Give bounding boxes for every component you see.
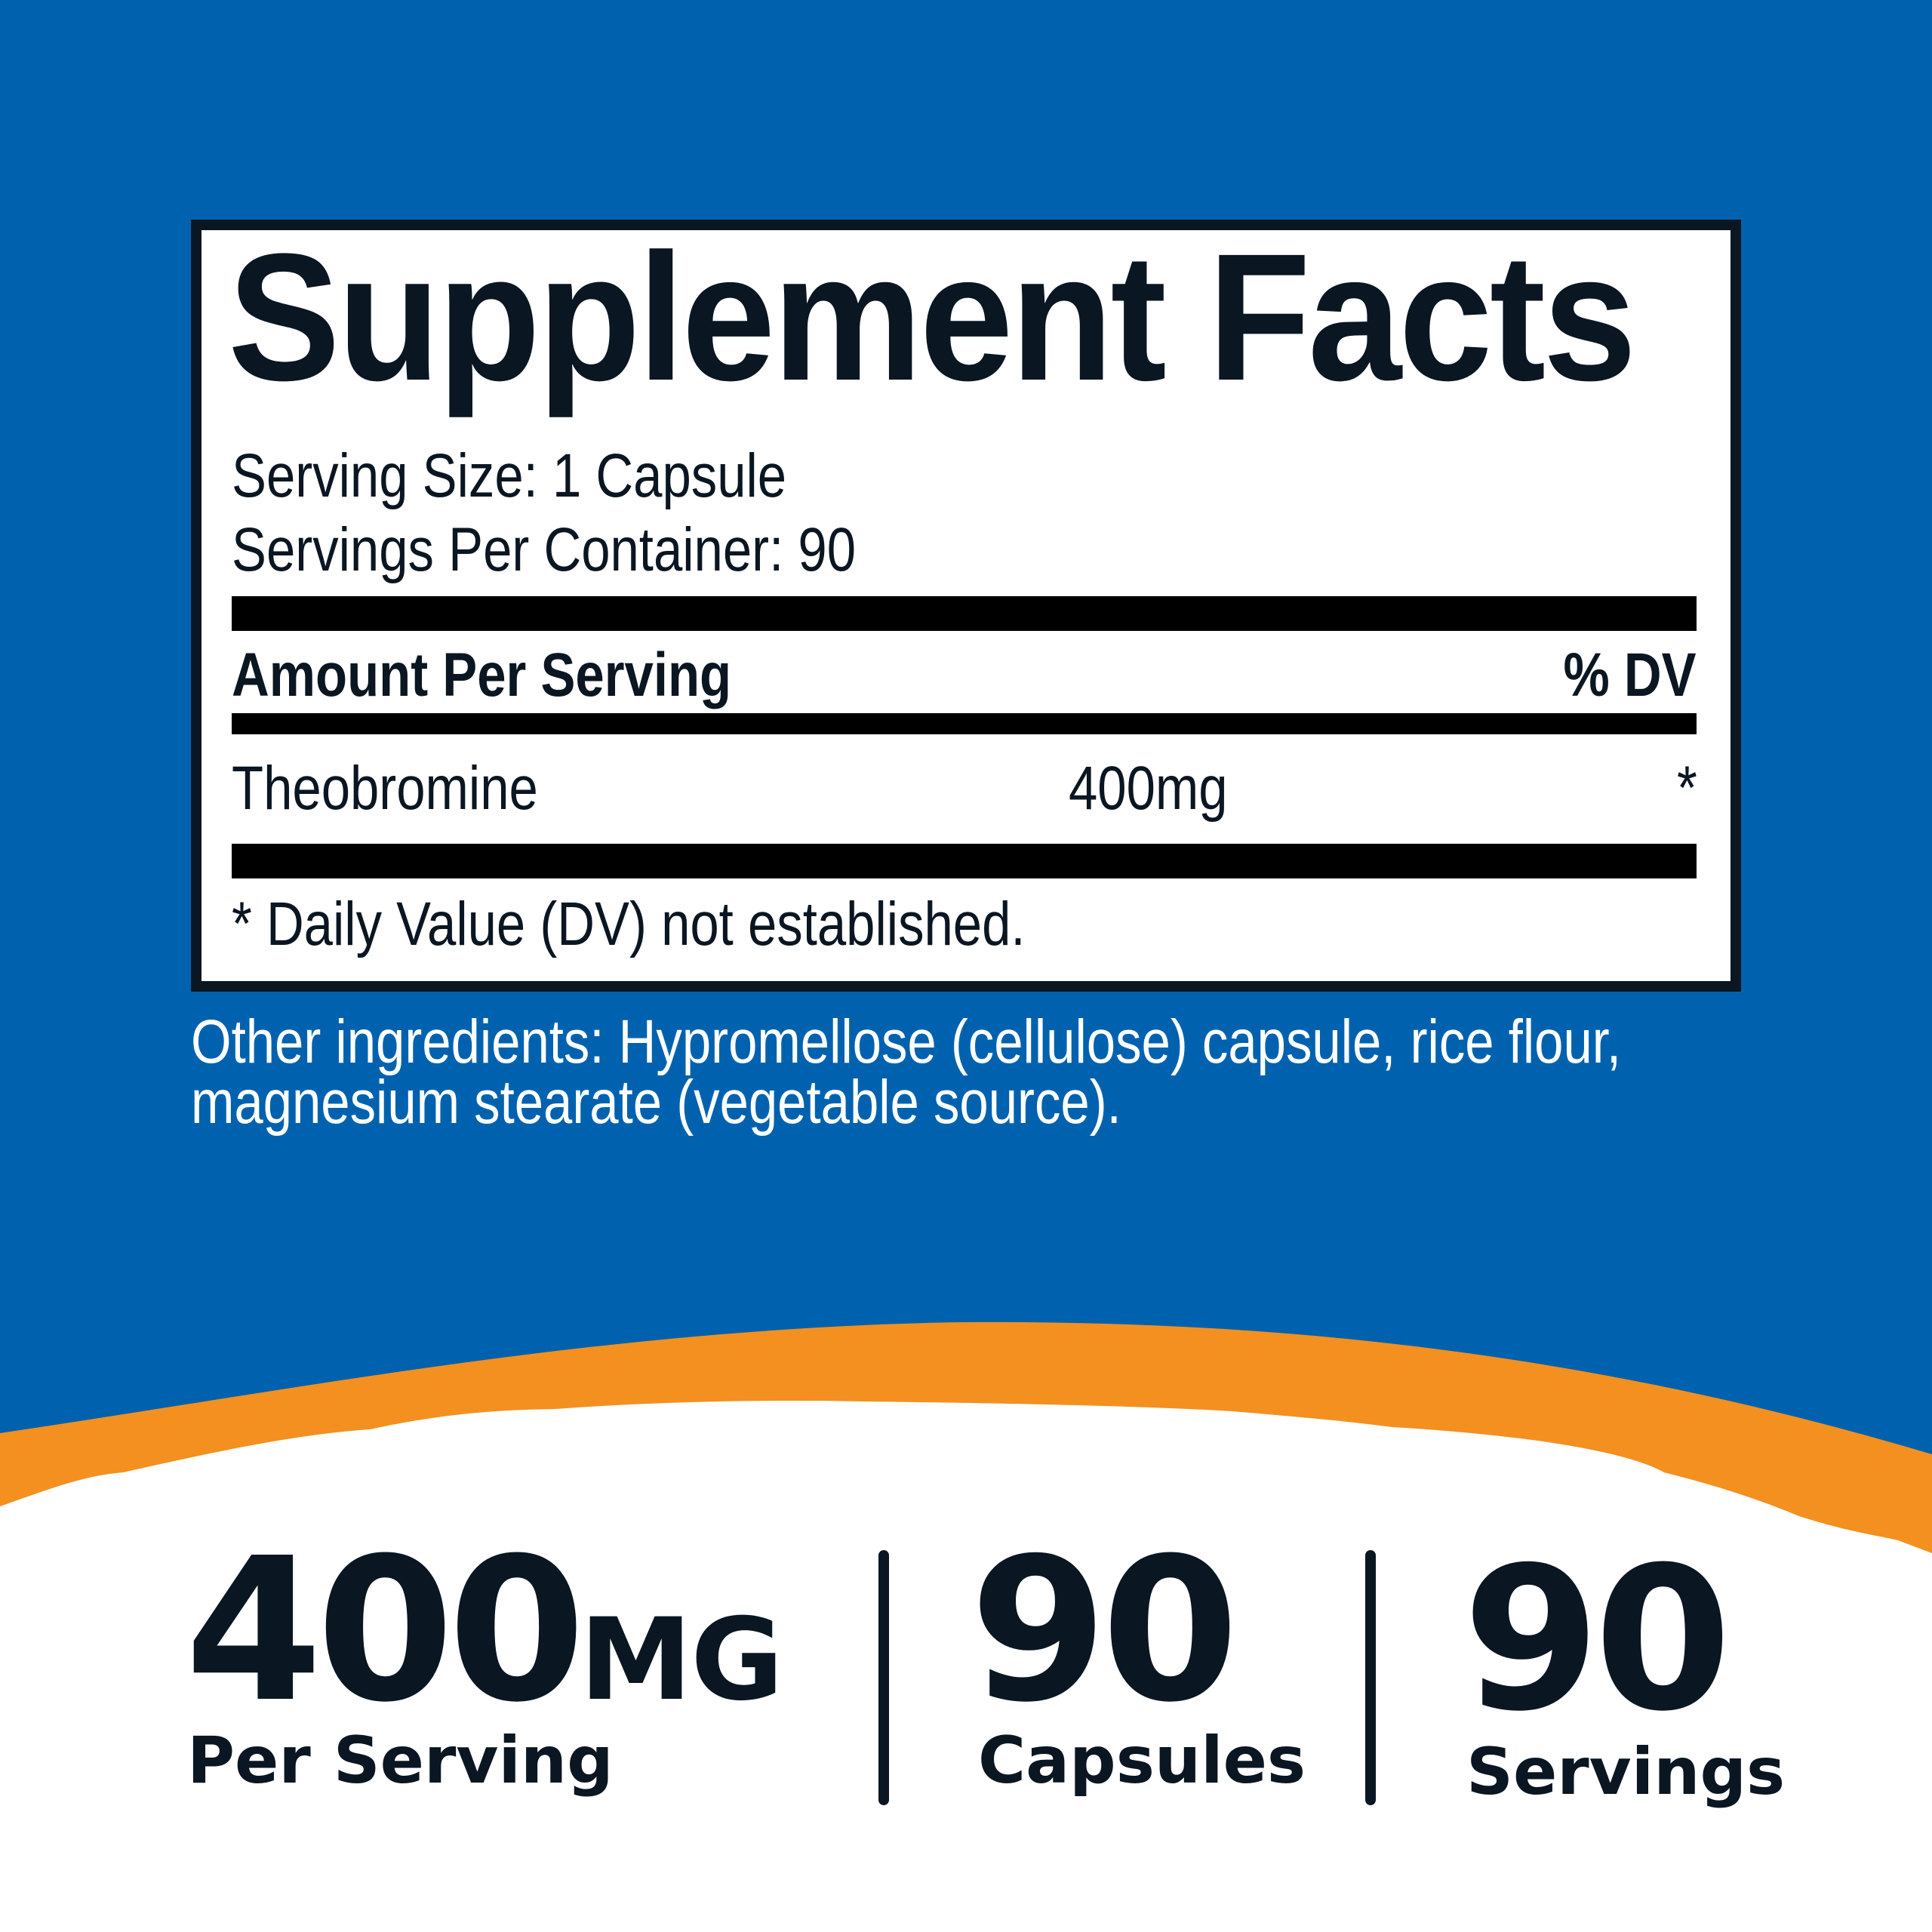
other-ingredients-line-2: magnesium stearate (vegetable source). — [191, 1068, 1121, 1137]
stat-capsules-value: 90 — [970, 1515, 1239, 1746]
facts-title: Supplement Facts — [228, 216, 1637, 418]
thick-divider — [232, 596, 1697, 631]
other-ingredients-line-1: Other ingredients: Hypromellose (cellulo… — [191, 1008, 1622, 1076]
stat-servings-label: Servings — [1466, 1734, 1786, 1810]
stat-dose-value: 400MG — [185, 1515, 783, 1746]
stat-dose-unit: MG — [579, 1595, 783, 1726]
stat-divider — [878, 1550, 889, 1805]
stat-servings-value: 90 — [1463, 1524, 1732, 1755]
dv-header: % DV — [1563, 641, 1697, 709]
stat-capsules-label: Capsules — [978, 1723, 1306, 1798]
white-base — [0, 1401, 1932, 1932]
serving-size: Serving Size: 1 Capsule — [232, 441, 787, 510]
nutrient-dv: * — [1677, 754, 1697, 823]
nutrient-name: Theobromine — [232, 754, 538, 823]
stat-dose-label: Per Serving — [187, 1723, 614, 1798]
servings-per-container: Servings Per Container: 90 — [232, 515, 857, 584]
dv-footnote: * Daily Value (DV) not established. — [232, 890, 1026, 958]
medium-divider — [232, 713, 1697, 734]
amount-per-serving-header: Amount Per Serving — [232, 641, 732, 709]
nutrient-amount: 400mg — [1069, 754, 1228, 823]
stat-divider — [1365, 1550, 1376, 1805]
thick-divider — [232, 844, 1697, 878]
